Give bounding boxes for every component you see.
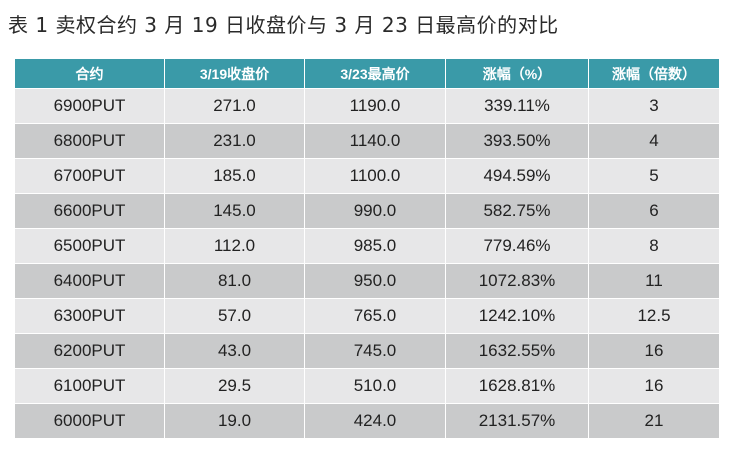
- cell-high-0323: 765.0: [305, 298, 446, 333]
- header-high-0323: 3/23最高价: [305, 59, 446, 88]
- table-row: 6200PUT 43.0 745.0 1632.55% 16: [15, 333, 719, 368]
- cell-close-0319: 271.0: [165, 88, 305, 123]
- cell-gain-percent: 494.59%: [446, 158, 589, 193]
- cell-close-0319: 43.0: [165, 333, 305, 368]
- cell-close-0319: 231.0: [165, 123, 305, 158]
- header-row: 合约 3/19收盘价 3/23最高价 涨幅（%） 涨幅（倍数）: [15, 59, 719, 88]
- cell-gain-multiple: 4: [589, 123, 719, 158]
- cell-contract: 6000PUT: [15, 403, 165, 438]
- cell-contract: 6800PUT: [15, 123, 165, 158]
- cell-gain-percent: 779.46%: [446, 228, 589, 263]
- cell-gain-multiple: 16: [589, 368, 719, 403]
- cell-gain-percent: 1632.55%: [446, 333, 589, 368]
- cell-contract: 6500PUT: [15, 228, 165, 263]
- table-row: 6500PUT 112.0 985.0 779.46% 8: [15, 228, 719, 263]
- table-row: 6600PUT 145.0 990.0 582.75% 6: [15, 193, 719, 228]
- cell-gain-multiple: 6: [589, 193, 719, 228]
- cell-contract: 6700PUT: [15, 158, 165, 193]
- cell-close-0319: 19.0: [165, 403, 305, 438]
- cell-gain-multiple: 21: [589, 403, 719, 438]
- cell-gain-percent: 2131.57%: [446, 403, 589, 438]
- cell-high-0323: 985.0: [305, 228, 446, 263]
- cell-gain-multiple: 8: [589, 228, 719, 263]
- table-title: 表 1 卖权合约 3 月 19 日收盘价与 3 月 23 日最高价的对比: [8, 13, 559, 37]
- comparison-table: 合约 3/19收盘价 3/23最高价 涨幅（%） 涨幅（倍数） 6900PUT 2…: [15, 59, 719, 438]
- cell-high-0323: 510.0: [305, 368, 446, 403]
- cell-close-0319: 185.0: [165, 158, 305, 193]
- cell-high-0323: 424.0: [305, 403, 446, 438]
- cell-gain-percent: 582.75%: [446, 193, 589, 228]
- table-row: 6100PUT 29.5 510.0 1628.81% 16: [15, 368, 719, 403]
- cell-contract: 6100PUT: [15, 368, 165, 403]
- header-close-0319: 3/19收盘价: [165, 59, 305, 88]
- cell-gain-percent: 1072.83%: [446, 263, 589, 298]
- cell-high-0323: 1190.0: [305, 88, 446, 123]
- table-row: 6900PUT 271.0 1190.0 339.11% 3: [15, 88, 719, 123]
- cell-contract: 6600PUT: [15, 193, 165, 228]
- cell-close-0319: 29.5: [165, 368, 305, 403]
- cell-high-0323: 1140.0: [305, 123, 446, 158]
- cell-contract: 6900PUT: [15, 88, 165, 123]
- cell-close-0319: 145.0: [165, 193, 305, 228]
- cell-contract: 6400PUT: [15, 263, 165, 298]
- cell-contract: 6200PUT: [15, 333, 165, 368]
- cell-high-0323: 1100.0: [305, 158, 446, 193]
- cell-contract: 6300PUT: [15, 298, 165, 333]
- cell-gain-percent: 1242.10%: [446, 298, 589, 333]
- cell-high-0323: 990.0: [305, 193, 446, 228]
- table-row: 6000PUT 19.0 424.0 2131.57% 21: [15, 403, 719, 438]
- cell-high-0323: 950.0: [305, 263, 446, 298]
- cell-gain-multiple: 5: [589, 158, 719, 193]
- cell-close-0319: 57.0: [165, 298, 305, 333]
- cell-gain-percent: 393.50%: [446, 123, 589, 158]
- header-gain-percent: 涨幅（%）: [446, 59, 589, 88]
- header-contract: 合约: [15, 59, 165, 88]
- table-row: 6800PUT 231.0 1140.0 393.50% 4: [15, 123, 719, 158]
- table-row: 6300PUT 57.0 765.0 1242.10% 12.5: [15, 298, 719, 333]
- header-gain-multiple: 涨幅（倍数）: [589, 59, 719, 88]
- cell-close-0319: 81.0: [165, 263, 305, 298]
- table-row: 6400PUT 81.0 950.0 1072.83% 11: [15, 263, 719, 298]
- cell-gain-percent: 1628.81%: [446, 368, 589, 403]
- cell-gain-multiple: 3: [589, 88, 719, 123]
- cell-high-0323: 745.0: [305, 333, 446, 368]
- cell-gain-multiple: 16: [589, 333, 719, 368]
- cell-gain-percent: 339.11%: [446, 88, 589, 123]
- cell-gain-multiple: 11: [589, 263, 719, 298]
- cell-close-0319: 112.0: [165, 228, 305, 263]
- cell-gain-multiple: 12.5: [589, 298, 719, 333]
- table-row: 6700PUT 185.0 1100.0 494.59% 5: [15, 158, 719, 193]
